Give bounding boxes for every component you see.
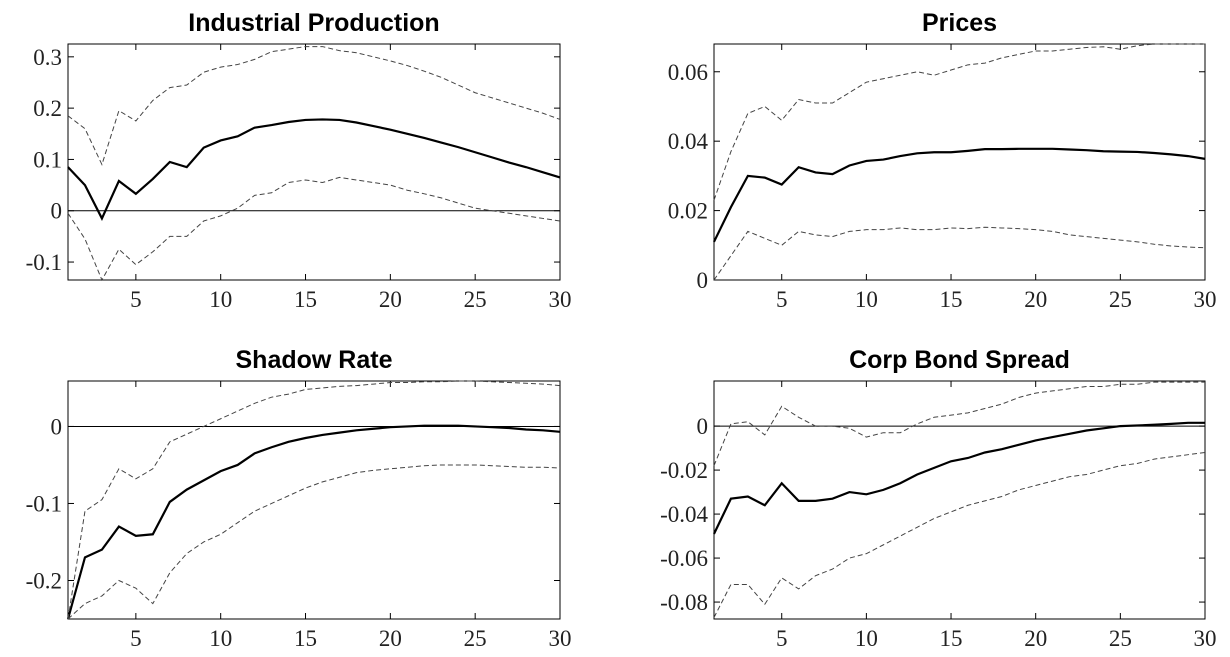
x-tick-label: 5 [130,287,142,312]
y-tick-label: 0.06 [668,60,708,85]
y-tick-label: -0.1 [26,491,62,516]
x-tick-label: 25 [1109,626,1132,651]
x-tick-label: 30 [1194,287,1217,312]
x-tick-label: 20 [379,287,402,312]
band-line [67,380,561,620]
y-tick-label: 0 [51,199,63,224]
x-tick-label: 20 [379,626,402,651]
x-tick-label: 15 [940,626,963,651]
plot-frame [67,43,561,281]
response-line [67,118,561,221]
band-line [67,464,561,620]
x-tick-label: 30 [549,287,572,312]
x-tick-label: 30 [549,626,572,651]
chart-title: Corp Bond Spread [849,346,1070,374]
band-line [713,451,1206,618]
chart-title: Prices [922,9,997,37]
response-line [713,421,1205,535]
y-tick-label: -0.2 [26,568,62,593]
plot-frame [67,380,561,620]
y-tick-label: 0.3 [33,45,62,70]
y-tick-label: -0.04 [660,502,708,527]
y-tick-label: 0 [51,414,63,439]
x-tick-label: 10 [855,626,878,651]
y-tick-label: 0 [697,268,709,293]
response-line [66,424,561,620]
y-tick-label: 0 [697,414,709,439]
y-tick-label: 0.04 [668,129,709,154]
x-tick-label: 10 [855,287,878,312]
band-line [713,43,1205,201]
band-line [713,226,1206,281]
x-tick-label: 20 [1024,626,1047,651]
plot-frame [713,380,1206,620]
response-line [713,147,1206,243]
x-tick-label: 25 [1109,287,1132,312]
y-tick-label: 0.1 [33,147,62,172]
y-tick-label: -0.06 [660,546,708,571]
y-tick-label: 0.02 [668,199,708,224]
band-line [67,46,561,166]
x-tick-label: 5 [130,626,142,651]
plot-frame [713,43,1206,281]
y-tick-label: -0.1 [26,250,62,275]
y-tick-label: 0.2 [33,96,62,121]
x-tick-label: 10 [209,287,232,312]
x-tick-label: 20 [1024,287,1047,312]
x-tick-label: 10 [209,626,232,651]
band-line [713,381,1205,466]
chart-title: Shadow Rate [236,346,393,374]
x-tick-label: 15 [294,626,317,651]
x-tick-label: 5 [776,626,788,651]
x-tick-label: 25 [464,287,487,312]
x-tick-label: 5 [776,287,788,312]
y-tick-label: -0.02 [660,458,708,483]
y-tick-label: -0.08 [660,590,708,615]
x-tick-label: 30 [1194,626,1217,651]
x-tick-label: 25 [464,626,487,651]
chart-title: Industrial Production [188,9,439,37]
x-tick-label: 15 [940,287,963,312]
x-tick-label: 15 [294,287,317,312]
band-line [67,176,561,282]
